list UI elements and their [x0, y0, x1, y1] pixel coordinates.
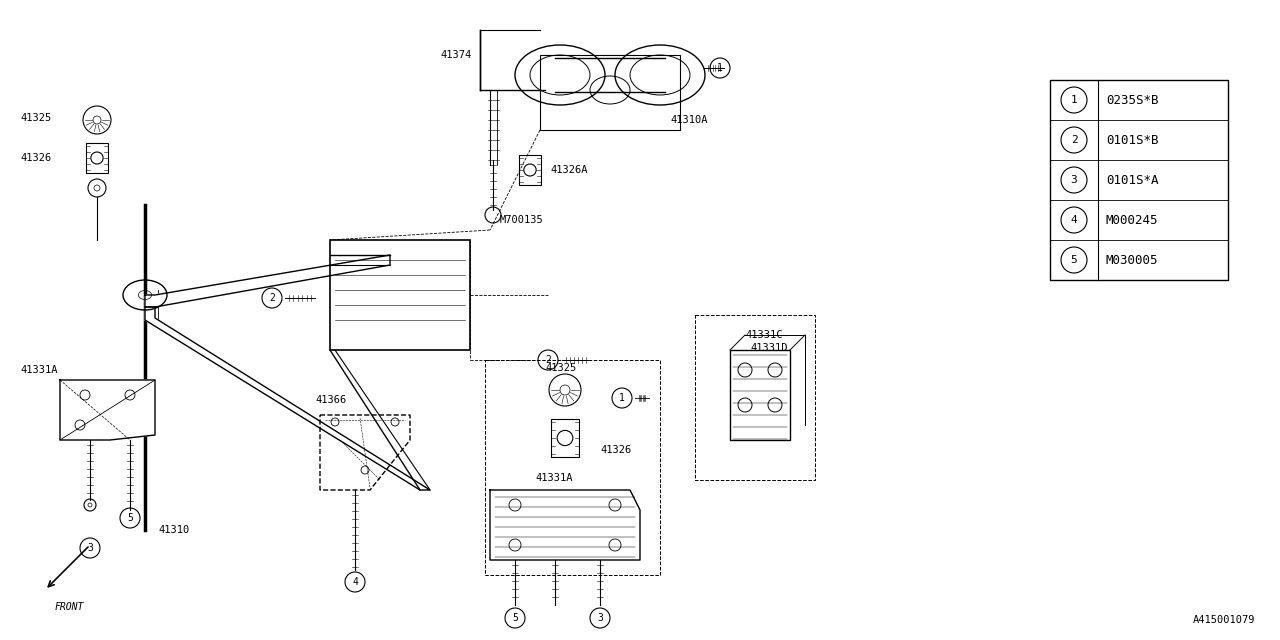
Text: 41331C: 41331C: [745, 330, 782, 340]
Text: M000245: M000245: [1106, 214, 1158, 227]
Text: 5: 5: [127, 513, 133, 523]
Text: 41366: 41366: [315, 395, 347, 405]
Bar: [330, 240, 470, 350]
Bar: [730, 350, 790, 440]
Text: A415001079: A415001079: [1193, 615, 1254, 625]
Polygon shape: [145, 307, 430, 490]
Text: FRONT: FRONT: [55, 602, 84, 612]
Text: 41326A: 41326A: [550, 165, 588, 175]
Polygon shape: [320, 415, 410, 490]
Bar: [695, 315, 815, 480]
Text: 3: 3: [87, 543, 93, 553]
Text: 3: 3: [1070, 175, 1078, 185]
Bar: [556, 58, 666, 92]
Text: M030005: M030005: [1106, 253, 1158, 266]
Polygon shape: [60, 380, 155, 440]
Text: 4: 4: [1070, 215, 1078, 225]
Text: 41326: 41326: [20, 153, 51, 163]
Text: 5: 5: [1070, 255, 1078, 265]
Text: 41310: 41310: [157, 525, 189, 535]
Text: 41331A: 41331A: [20, 365, 58, 375]
Text: 1: 1: [717, 63, 723, 73]
Text: 41325: 41325: [20, 113, 51, 123]
Bar: [485, 360, 660, 575]
Text: 41310A: 41310A: [669, 115, 708, 125]
Text: 3: 3: [596, 613, 603, 623]
Text: 2: 2: [269, 293, 275, 303]
Text: 1: 1: [620, 393, 625, 403]
Text: M700135: M700135: [500, 215, 544, 225]
Text: 0101S*B: 0101S*B: [1106, 134, 1158, 147]
Bar: [86, 143, 108, 173]
Text: 0101S*A: 0101S*A: [1106, 173, 1158, 186]
Bar: [518, 155, 541, 185]
Bar: [550, 419, 579, 457]
Polygon shape: [145, 255, 390, 307]
Text: 5: 5: [512, 613, 518, 623]
Text: 2: 2: [1070, 135, 1078, 145]
Text: 41374: 41374: [440, 50, 471, 60]
Text: 2: 2: [545, 355, 550, 365]
Polygon shape: [490, 490, 640, 560]
Text: 41325: 41325: [545, 363, 576, 373]
Text: 41331A: 41331A: [535, 473, 572, 483]
Text: 4: 4: [352, 577, 358, 587]
Text: 41326: 41326: [600, 445, 631, 455]
Text: 1: 1: [1070, 95, 1078, 105]
Text: 41331D: 41331D: [750, 343, 787, 353]
Bar: [540, 55, 680, 130]
Text: 0235S*B: 0235S*B: [1106, 93, 1158, 106]
Bar: [1050, 80, 1228, 280]
